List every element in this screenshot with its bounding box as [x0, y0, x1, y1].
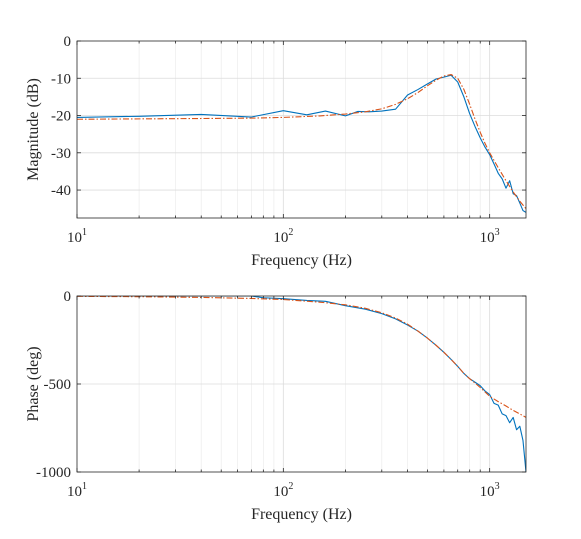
model-series-line	[77, 73, 526, 210]
x-tick-base: 10	[273, 484, 288, 500]
x-tick-label: 102	[273, 227, 293, 246]
x-tick-base: 10	[67, 484, 82, 500]
x-tick-label: 102	[273, 481, 293, 500]
axes-frame	[76, 40, 527, 219]
x-tick-exponent: 3	[495, 481, 500, 492]
y-axis-title: Phase (deg)	[25, 346, 42, 421]
x-tick-exponent: 1	[82, 481, 87, 492]
x-tick-base: 10	[67, 230, 82, 246]
y-axis-title: Magnitude (dB)	[25, 78, 42, 181]
x-tick-base: 10	[480, 230, 495, 246]
x-tick-label: 103	[480, 227, 500, 246]
x-tick-label: 101	[67, 227, 87, 246]
model-series-line	[77, 296, 526, 418]
x-tick-label: 101	[67, 481, 87, 500]
y-tick-label: -500	[44, 377, 72, 393]
x-axis-title: Frequency (Hz)	[251, 252, 352, 269]
x-tick-base: 10	[480, 484, 495, 500]
measured-series-line	[77, 74, 526, 213]
y-tick-label: -30	[51, 146, 71, 162]
y-tick-label: -1000	[36, 465, 71, 481]
y-tick-label: -20	[51, 109, 71, 125]
x-axis-title: Frequency (Hz)	[251, 506, 352, 523]
x-tick-exponent: 2	[288, 227, 293, 238]
y-tick-label: -10	[51, 71, 71, 87]
x-tick-exponent: 3	[495, 227, 500, 238]
x-tick-exponent: 2	[288, 481, 293, 492]
x-tick-base: 10	[273, 230, 288, 246]
x-tick-label: 103	[480, 481, 500, 500]
x-tick-exponent: 1	[82, 227, 87, 238]
y-tick-label: 0	[64, 34, 72, 50]
y-tick-label: -40	[51, 183, 71, 199]
measured-series-line	[77, 296, 526, 472]
plot-area	[77, 41, 526, 218]
y-tick-label: 0	[64, 289, 72, 305]
